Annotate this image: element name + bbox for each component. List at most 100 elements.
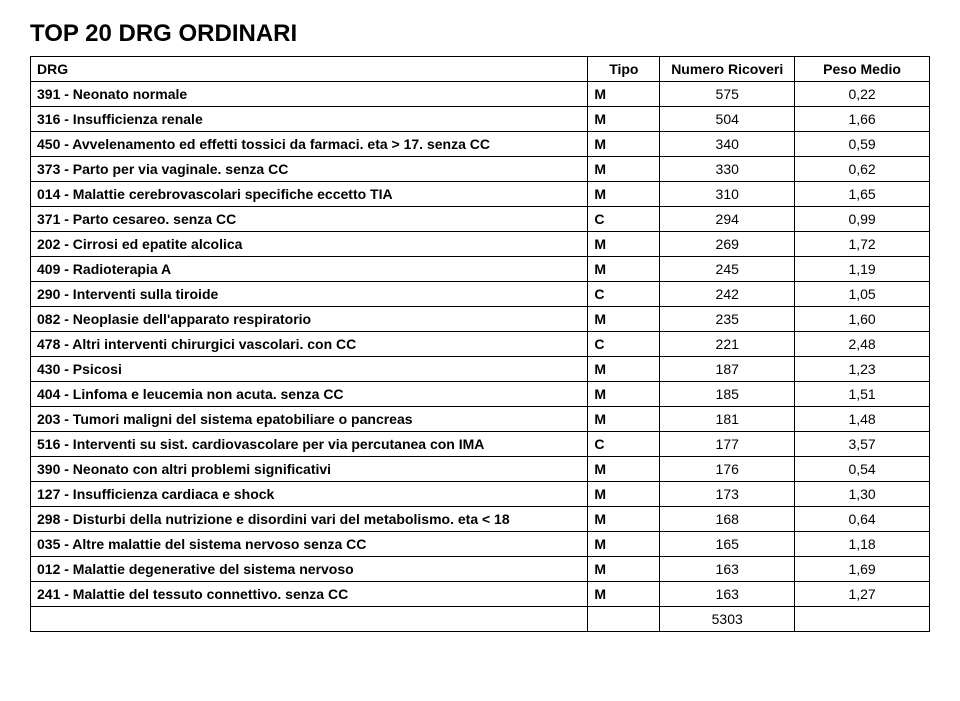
page-title: TOP 20 DRG ORDINARI bbox=[30, 20, 930, 48]
table-row: 012 - Malattie degenerative del sistema … bbox=[31, 557, 930, 582]
cell-peso: 0,62 bbox=[795, 157, 930, 182]
cell-tipo: M bbox=[588, 82, 660, 107]
table-total-row: 5303 bbox=[31, 607, 930, 632]
cell-tipo: M bbox=[588, 132, 660, 157]
cell-numero: 340 bbox=[660, 132, 795, 157]
cell-peso: 1,05 bbox=[795, 282, 930, 307]
table-row: 014 - Malattie cerebrovascolari specific… bbox=[31, 182, 930, 207]
cell-tipo: M bbox=[588, 482, 660, 507]
cell-peso: 0,59 bbox=[795, 132, 930, 157]
table-row: 450 - Avvelenamento ed effetti tossici d… bbox=[31, 132, 930, 157]
cell-peso: 0,22 bbox=[795, 82, 930, 107]
cell-numero: 245 bbox=[660, 257, 795, 282]
table-row: 298 - Disturbi della nutrizione e disord… bbox=[31, 507, 930, 532]
table-row: 035 - Altre malattie del sistema nervoso… bbox=[31, 532, 930, 557]
drg-table: DRG Tipo Numero Ricoveri Peso Medio 391 … bbox=[30, 56, 930, 632]
cell-numero: 181 bbox=[660, 407, 795, 432]
cell-empty bbox=[588, 607, 660, 632]
cell-tipo: M bbox=[588, 357, 660, 382]
cell-tipo: M bbox=[588, 257, 660, 282]
header-numero: Numero Ricoveri bbox=[660, 57, 795, 82]
cell-numero: 330 bbox=[660, 157, 795, 182]
cell-tipo: M bbox=[588, 532, 660, 557]
cell-peso: 1,69 bbox=[795, 557, 930, 582]
cell-numero: 176 bbox=[660, 457, 795, 482]
cell-tipo: C bbox=[588, 282, 660, 307]
table-row: 202 - Cirrosi ed epatite alcolicaM2691,7… bbox=[31, 232, 930, 257]
cell-tipo: C bbox=[588, 432, 660, 457]
cell-peso: 2,48 bbox=[795, 332, 930, 357]
cell-tipo: M bbox=[588, 382, 660, 407]
cell-drg: 203 - Tumori maligni del sistema epatobi… bbox=[31, 407, 588, 432]
header-drg: DRG bbox=[31, 57, 588, 82]
cell-total: 5303 bbox=[660, 607, 795, 632]
table-row: 316 - Insufficienza renaleM5041,66 bbox=[31, 107, 930, 132]
cell-tipo: M bbox=[588, 107, 660, 132]
cell-numero: 242 bbox=[660, 282, 795, 307]
cell-peso: 1,19 bbox=[795, 257, 930, 282]
cell-peso: 1,30 bbox=[795, 482, 930, 507]
table-row: 203 - Tumori maligni del sistema epatobi… bbox=[31, 407, 930, 432]
cell-peso: 0,99 bbox=[795, 207, 930, 232]
cell-drg: 430 - Psicosi bbox=[31, 357, 588, 382]
cell-drg: 450 - Avvelenamento ed effetti tossici d… bbox=[31, 132, 588, 157]
cell-numero: 185 bbox=[660, 382, 795, 407]
cell-numero: 221 bbox=[660, 332, 795, 357]
cell-numero: 235 bbox=[660, 307, 795, 332]
cell-numero: 575 bbox=[660, 82, 795, 107]
cell-numero: 310 bbox=[660, 182, 795, 207]
cell-peso: 1,60 bbox=[795, 307, 930, 332]
table-row: 409 - Radioterapia AM2451,19 bbox=[31, 257, 930, 282]
table-row: 430 - PsicosiM1871,23 bbox=[31, 357, 930, 382]
cell-numero: 504 bbox=[660, 107, 795, 132]
cell-drg: 371 - Parto cesareo. senza CC bbox=[31, 207, 588, 232]
cell-peso: 1,27 bbox=[795, 582, 930, 607]
table-row: 373 - Parto per via vaginale. senza CCM3… bbox=[31, 157, 930, 182]
cell-empty bbox=[795, 607, 930, 632]
cell-tipo: M bbox=[588, 232, 660, 257]
cell-numero: 173 bbox=[660, 482, 795, 507]
cell-drg: 409 - Radioterapia A bbox=[31, 257, 588, 282]
cell-peso: 1,66 bbox=[795, 107, 930, 132]
cell-drg: 298 - Disturbi della nutrizione e disord… bbox=[31, 507, 588, 532]
cell-numero: 294 bbox=[660, 207, 795, 232]
table-row: 516 - Interventi su sist. cardiovascolar… bbox=[31, 432, 930, 457]
cell-drg: 290 - Interventi sulla tiroide bbox=[31, 282, 588, 307]
cell-numero: 163 bbox=[660, 582, 795, 607]
cell-tipo: M bbox=[588, 182, 660, 207]
table-row: 390 - Neonato con altri problemi signifi… bbox=[31, 457, 930, 482]
cell-numero: 168 bbox=[660, 507, 795, 532]
cell-drg: 516 - Interventi su sist. cardiovascolar… bbox=[31, 432, 588, 457]
cell-numero: 177 bbox=[660, 432, 795, 457]
cell-tipo: C bbox=[588, 207, 660, 232]
table-row: 290 - Interventi sulla tiroideC2421,05 bbox=[31, 282, 930, 307]
cell-drg: 316 - Insufficienza renale bbox=[31, 107, 588, 132]
cell-drg: 404 - Linfoma e leucemia non acuta. senz… bbox=[31, 382, 588, 407]
cell-peso: 1,51 bbox=[795, 382, 930, 407]
header-peso: Peso Medio bbox=[795, 57, 930, 82]
cell-peso: 1,65 bbox=[795, 182, 930, 207]
cell-tipo: M bbox=[588, 307, 660, 332]
table-row: 241 - Malattie del tessuto connettivo. s… bbox=[31, 582, 930, 607]
table-row: 371 - Parto cesareo. senza CCC2940,99 bbox=[31, 207, 930, 232]
cell-peso: 1,48 bbox=[795, 407, 930, 432]
table-row: 404 - Linfoma e leucemia non acuta. senz… bbox=[31, 382, 930, 407]
cell-numero: 163 bbox=[660, 557, 795, 582]
table-row: 391 - Neonato normaleM5750,22 bbox=[31, 82, 930, 107]
cell-tipo: M bbox=[588, 157, 660, 182]
cell-drg: 082 - Neoplasie dell'apparato respirator… bbox=[31, 307, 588, 332]
cell-peso: 0,64 bbox=[795, 507, 930, 532]
cell-tipo: M bbox=[588, 507, 660, 532]
cell-drg: 035 - Altre malattie del sistema nervoso… bbox=[31, 532, 588, 557]
cell-tipo: C bbox=[588, 332, 660, 357]
cell-drg: 391 - Neonato normale bbox=[31, 82, 588, 107]
cell-empty bbox=[31, 607, 588, 632]
cell-drg: 373 - Parto per via vaginale. senza CC bbox=[31, 157, 588, 182]
cell-drg: 014 - Malattie cerebrovascolari specific… bbox=[31, 182, 588, 207]
cell-tipo: M bbox=[588, 457, 660, 482]
cell-drg: 390 - Neonato con altri problemi signifi… bbox=[31, 457, 588, 482]
cell-peso: 3,57 bbox=[795, 432, 930, 457]
cell-peso: 1,23 bbox=[795, 357, 930, 382]
cell-drg: 241 - Malattie del tessuto connettivo. s… bbox=[31, 582, 588, 607]
cell-peso: 0,54 bbox=[795, 457, 930, 482]
